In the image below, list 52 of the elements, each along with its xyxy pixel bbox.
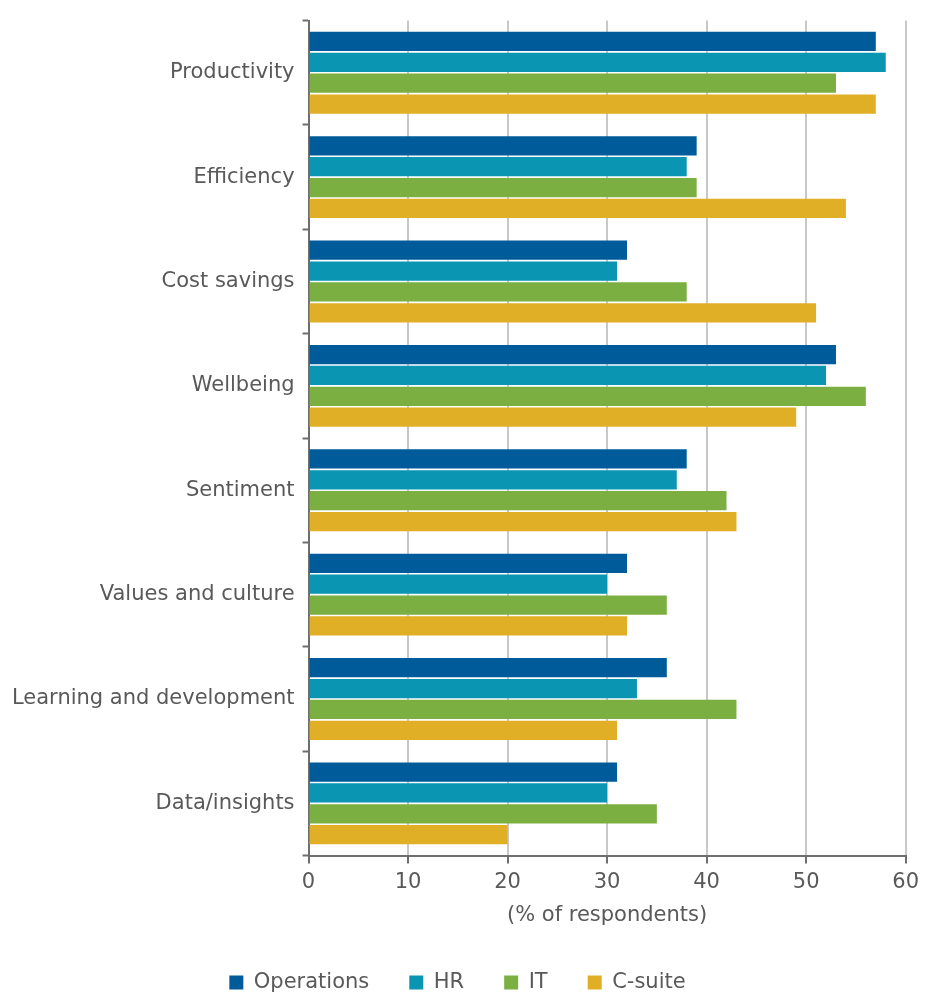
bar [309, 157, 687, 177]
bar [309, 178, 697, 198]
legend-label: HR [433, 968, 465, 993]
bar [309, 136, 697, 156]
bar [309, 240, 627, 260]
bar [309, 762, 618, 782]
bar [309, 261, 618, 281]
bar [309, 73, 836, 93]
x-tick-label: 50 [792, 868, 820, 893]
bar [309, 365, 827, 386]
y-tick-label: Productivity [170, 59, 295, 84]
bar [309, 303, 817, 323]
bar [309, 804, 657, 824]
bar [309, 825, 508, 845]
bar [309, 491, 727, 511]
y-tick-label: Data/insights [155, 789, 295, 814]
x-tick-label: 0 [301, 868, 316, 893]
bar [309, 699, 737, 720]
y-tick-label: Sentiment [185, 476, 295, 501]
y-tick-label: Cost savings [161, 267, 295, 292]
legend-label: C-suite [612, 968, 686, 993]
y-tick-label: Wellbeing [191, 372, 295, 397]
bar [309, 616, 627, 636]
y-tick-label: Efficiency [193, 163, 295, 188]
bar [309, 783, 608, 803]
bar [309, 345, 836, 365]
x-tick-label: 30 [593, 868, 621, 893]
bar [309, 512, 737, 532]
x-tick-label: 40 [693, 868, 720, 893]
bar [309, 595, 667, 615]
legend-label: Operations [253, 968, 370, 993]
bar [309, 449, 687, 469]
bar [309, 52, 886, 72]
x-axis-title: (% of respondents) [507, 901, 708, 926]
x-tick-label: 10 [394, 868, 422, 893]
bar [309, 94, 876, 114]
bar [309, 386, 866, 406]
bar [309, 198, 846, 219]
bar [309, 407, 797, 427]
bar [309, 679, 637, 699]
bar [309, 574, 608, 594]
bar [309, 282, 687, 302]
bar [309, 470, 677, 490]
bar [309, 720, 618, 740]
legend-label: IT [528, 968, 548, 993]
x-tick-label: 20 [494, 868, 521, 893]
y-tick-label: Learning and development [11, 685, 295, 710]
bar [309, 658, 667, 678]
bar [309, 553, 627, 573]
bar [309, 31, 876, 52]
y-tick-label: Values and culture [99, 581, 295, 606]
x-tick-label: 60 [892, 868, 920, 893]
